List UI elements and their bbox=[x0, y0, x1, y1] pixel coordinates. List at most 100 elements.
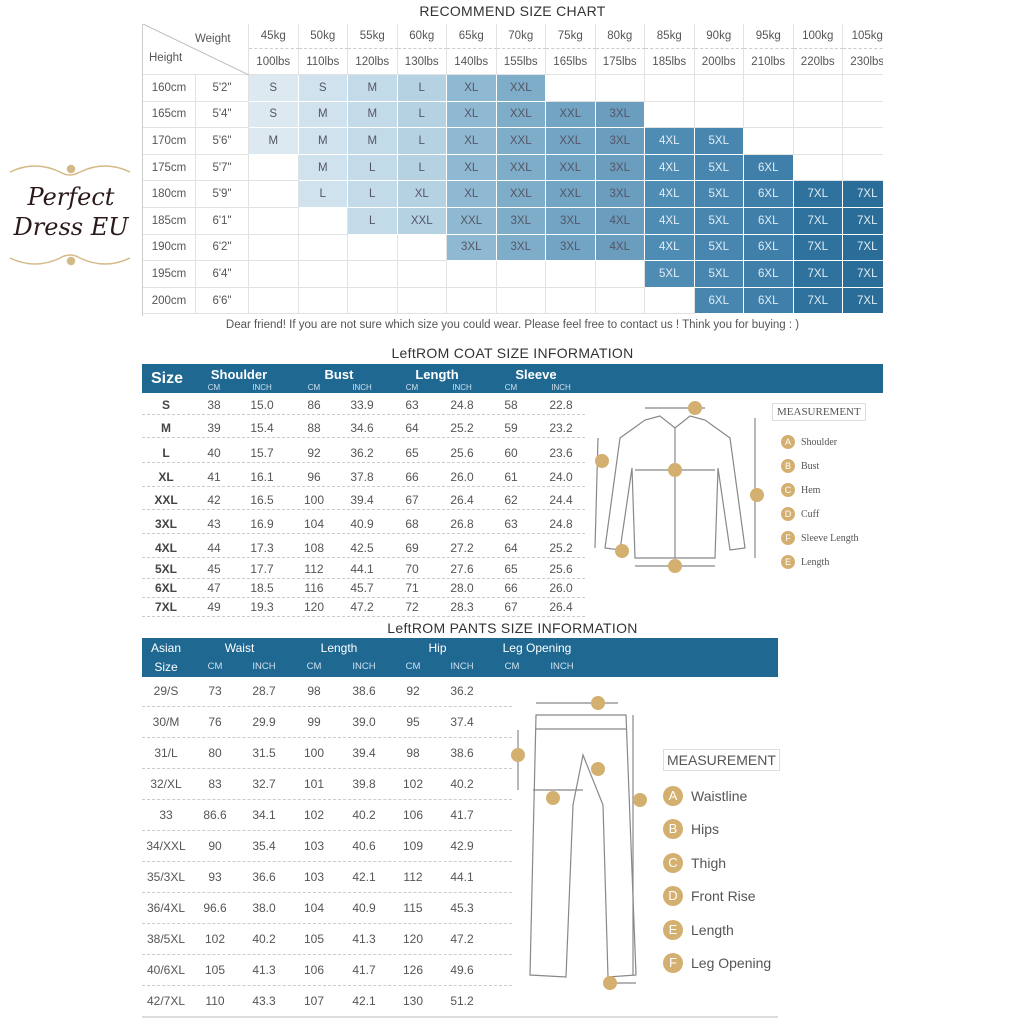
size-cell: 4XL bbox=[645, 234, 695, 262]
pants-value: 40.2 bbox=[352, 808, 376, 822]
size-cell bbox=[298, 234, 348, 262]
pants-legend-item: E Length bbox=[663, 919, 734, 940]
legend-label: Shoulder bbox=[801, 436, 838, 448]
pants-value: 120 bbox=[402, 932, 424, 946]
weight-kg-header: 45kg bbox=[249, 24, 299, 49]
pants-value: 103 bbox=[303, 839, 325, 853]
row-divider bbox=[142, 861, 512, 862]
size-cell bbox=[348, 287, 398, 315]
coat-value: 33.9 bbox=[350, 398, 374, 412]
legend-label: Length bbox=[801, 556, 830, 568]
pants-value: 40.6 bbox=[352, 839, 376, 853]
pants-title: LeftROM PANTS SIZE INFORMATION bbox=[387, 620, 638, 636]
coat-legend-item: E Length bbox=[781, 555, 829, 569]
legend-badge-icon: E bbox=[781, 555, 795, 569]
height-ft: 5'4" bbox=[196, 101, 249, 129]
weight-kg-header: 60kg bbox=[397, 24, 447, 49]
coat-legend-item: C Hem bbox=[781, 483, 820, 497]
size-cell: 6XL bbox=[744, 287, 794, 315]
coat-value: 34.6 bbox=[350, 421, 374, 435]
pants-value: 38.6 bbox=[352, 684, 376, 698]
legend-badge-icon: F bbox=[663, 953, 683, 973]
height-cm: 200cm bbox=[143, 287, 196, 315]
pants-value: 38.0 bbox=[252, 901, 276, 915]
size-cell bbox=[793, 101, 843, 129]
height-ft: 6'2" bbox=[196, 234, 249, 262]
weight-kg-header: 95kg bbox=[744, 24, 794, 49]
coat-legend-item: A Shoulder bbox=[781, 435, 837, 449]
weight-kg-header: 105kg bbox=[843, 24, 883, 49]
coat-value: 70 bbox=[405, 562, 419, 576]
size-cell: 5XL bbox=[694, 208, 744, 235]
size-cell: 6XL bbox=[744, 261, 794, 288]
size-cell: 7XL bbox=[793, 261, 843, 288]
coat-value: 43 bbox=[207, 517, 221, 531]
row-divider bbox=[142, 616, 585, 617]
size-cell: XXL bbox=[496, 128, 546, 155]
pants-value: 110 bbox=[205, 994, 225, 1008]
pants-value: 95 bbox=[406, 715, 420, 729]
coat-value: 112 bbox=[304, 562, 324, 576]
size-cell bbox=[249, 261, 299, 288]
pants-value: 103 bbox=[303, 870, 325, 884]
size-cell: M bbox=[249, 128, 299, 155]
size-cell: 5XL bbox=[694, 234, 744, 262]
row-divider bbox=[142, 923, 512, 924]
coat-value: 61 bbox=[504, 470, 518, 484]
unit-inch: INCH bbox=[550, 661, 574, 672]
height-ft: 6'1" bbox=[196, 208, 249, 235]
pants-size: 29/S bbox=[153, 684, 179, 698]
coat-size: M bbox=[161, 421, 171, 435]
size-cell: 3XL bbox=[595, 101, 645, 129]
size-cell bbox=[546, 287, 596, 315]
pants-value: 76 bbox=[208, 715, 222, 729]
size-cell: S bbox=[249, 101, 299, 129]
pants-value: 102 bbox=[402, 777, 424, 791]
coat-value: 22.8 bbox=[549, 398, 573, 412]
pants-size: 33 bbox=[159, 808, 173, 822]
pants-group-header: Waist bbox=[224, 641, 255, 655]
coat-value: 66 bbox=[504, 581, 518, 595]
coat-value: 72 bbox=[405, 600, 419, 614]
legend-badge-icon: C bbox=[781, 483, 795, 497]
coat-value: 19.3 bbox=[250, 600, 274, 614]
pants-value: 80 bbox=[208, 746, 222, 760]
size-cell: XXL bbox=[397, 208, 447, 235]
size-cell bbox=[793, 128, 843, 155]
pants-size: 35/3XL bbox=[146, 870, 186, 884]
pants-diagram bbox=[508, 695, 653, 1000]
height-ft: 5'6" bbox=[196, 128, 249, 155]
coat-size: XXL bbox=[154, 493, 178, 507]
size-cell: 7XL bbox=[793, 181, 843, 208]
coat-value: 67 bbox=[405, 493, 419, 507]
coat-size: 3XL bbox=[154, 517, 177, 531]
size-cell: 3XL bbox=[496, 234, 546, 262]
size-cell bbox=[546, 75, 596, 102]
coat-size-label: Size bbox=[150, 370, 183, 387]
legend-badge-icon: B bbox=[663, 819, 683, 840]
coat-value: 66 bbox=[405, 470, 419, 484]
coat-size: S bbox=[161, 398, 170, 412]
pants-value: 42.1 bbox=[352, 870, 376, 884]
legend-label: Cuff bbox=[801, 508, 820, 520]
coat-value: 15.4 bbox=[250, 421, 274, 435]
coat-value: 65 bbox=[405, 446, 419, 460]
pants-value: 109 bbox=[402, 839, 424, 853]
coat-value: 68 bbox=[405, 517, 419, 531]
size-cell: M bbox=[348, 101, 398, 129]
row-divider bbox=[142, 768, 512, 769]
size-cell: XXL bbox=[496, 181, 546, 208]
size-cell: XL bbox=[447, 181, 497, 208]
size-cell: XXL bbox=[546, 181, 596, 208]
pants-value: 35.4 bbox=[252, 839, 276, 853]
watermark-logo: Perfect Dress EU bbox=[2, 160, 140, 270]
size-cell bbox=[298, 287, 348, 315]
coat-value: 38 bbox=[207, 398, 221, 412]
coat-value: 69 bbox=[405, 541, 419, 555]
coat-value: 23.6 bbox=[549, 446, 573, 460]
legend-badge-icon: B bbox=[781, 459, 795, 473]
pants-legend-item: D Front Rise bbox=[663, 886, 756, 907]
size-cell bbox=[447, 287, 497, 315]
row-divider bbox=[142, 737, 512, 738]
pants-value: 51.2 bbox=[450, 994, 474, 1008]
